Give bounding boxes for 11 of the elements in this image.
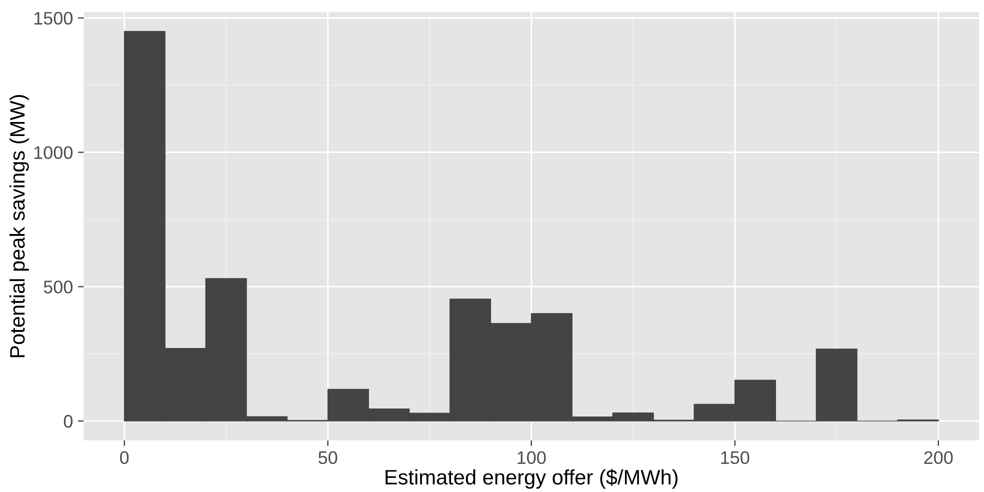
x-tick-label: 150 <box>721 451 750 464</box>
x-axis-title: Estimated energy offer ($/MWh) <box>386 468 678 489</box>
x-tick-label: 200 <box>924 451 953 464</box>
y-tick-label: 1500 <box>34 12 73 25</box>
x-tick-label: 50 <box>318 451 338 464</box>
y-tick-label: 0 <box>64 414 73 428</box>
y-tick-label: 500 <box>44 280 73 294</box>
x-tick-label: 100 <box>518 451 546 464</box>
y-axis-title: Potential peak savings (MW) <box>9 95 29 358</box>
x-tick-label: 0 <box>120 451 129 464</box>
y-tick-label: 1000 <box>34 146 73 160</box>
